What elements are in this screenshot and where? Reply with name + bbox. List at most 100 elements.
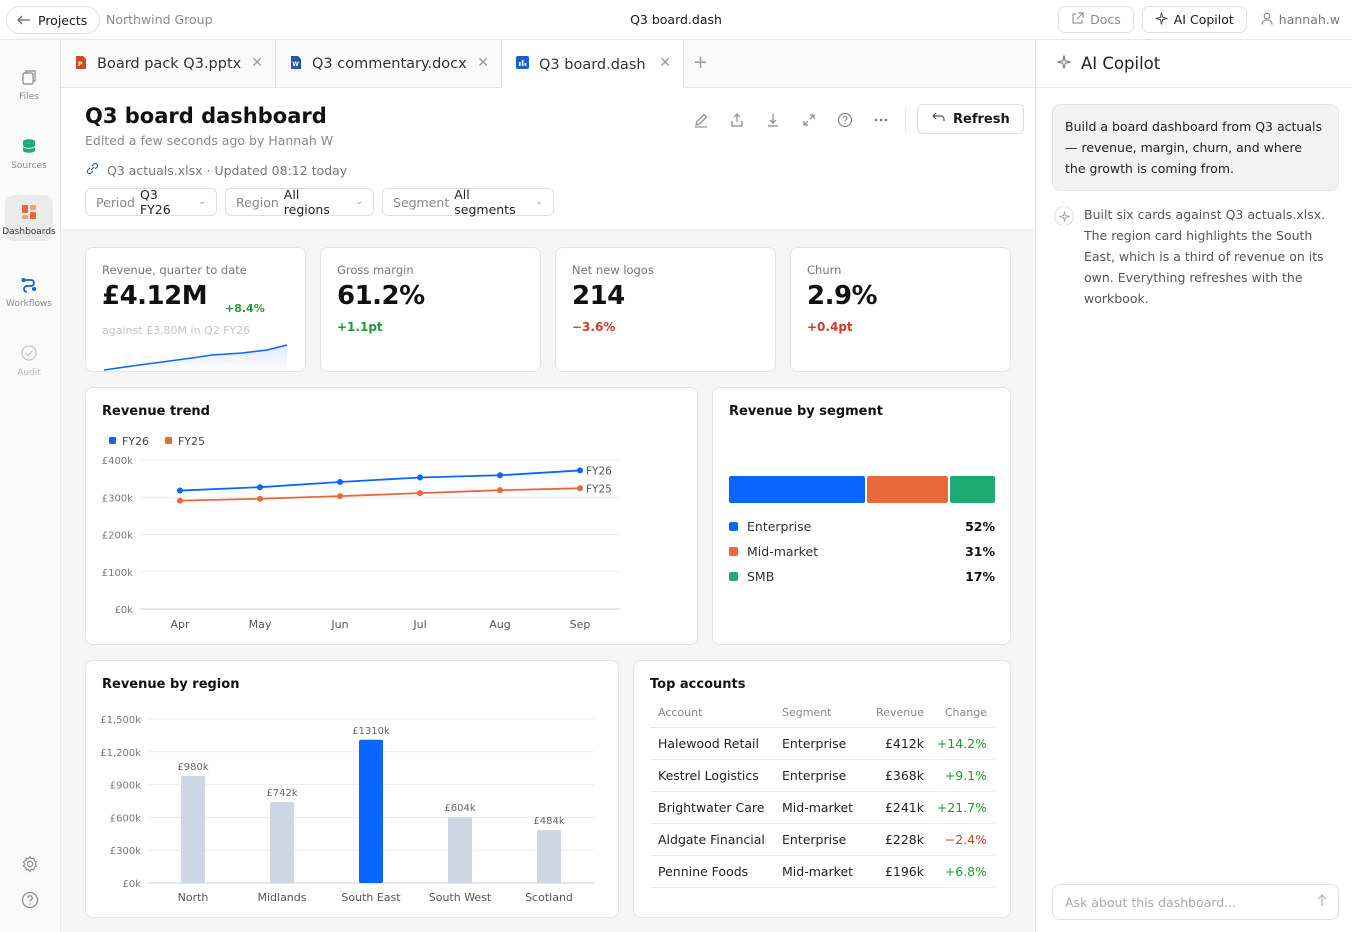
y-tick-label: £1,500k	[100, 715, 141, 726]
edit-icon[interactable]	[691, 110, 711, 130]
table-row[interactable]: Pennine Foods Mid-market £196k +6.8%	[650, 855, 995, 888]
table-row[interactable]: Kestrel Logistics Enterprise £368k +9.1%	[650, 759, 995, 792]
copilot-panel: AI Copilot Build a board dashboard from …	[1035, 40, 1352, 932]
revenue-trend-card[interactable]: Revenue trend FY26 FY25 £0k £100k £200k £30…	[85, 387, 698, 645]
chevron-down-icon: ⌄	[355, 197, 363, 207]
tab-board-pack[interactable]: P Board pack Q3.pptx ✕	[61, 40, 276, 88]
card-title: Revenue by region	[102, 677, 240, 692]
x-tick-label: Jun	[330, 618, 348, 631]
segment-legend-row: Mid-market 31%	[729, 544, 995, 559]
kpi-delta: −3.6%	[572, 320, 616, 334]
table-row[interactable]: Brightwater Care Mid-market £241k +21.7%	[650, 791, 995, 824]
kpi-card-churn[interactable]: Churn 2.9% +0.4pt	[790, 247, 1011, 372]
user-message: Build a board dashboard from Q3 actuals …	[1052, 104, 1339, 191]
column-header[interactable]: Revenue	[868, 699, 932, 728]
rail-item-audit[interactable]: Audit	[5, 336, 53, 382]
revenue-by-region-card[interactable]: Revenue by region £0k £300k £600k £900k £1,2…	[85, 660, 619, 918]
table-header-row: Account Segment Revenue Change	[650, 699, 995, 728]
rail-item-dashboards[interactable]: Dashboards	[2, 195, 56, 241]
series-line-fy26	[179, 469, 581, 492]
assistant-message: Built six cards against Q3 actuals.xlsx.…	[1084, 207, 1326, 306]
rail-files-label: Files	[19, 92, 39, 102]
data-point-fy25-may	[257, 495, 263, 502]
revenue-by-segment-card[interactable]: Revenue by segment Enterprise 52% Mid-ma…	[712, 387, 1011, 645]
rail-item-files[interactable]: Files	[5, 60, 53, 106]
data-source-link[interactable]: Q3 actuals.xlsx · Updated 08:12 today	[85, 161, 347, 179]
bar-midlands	[270, 801, 294, 883]
help-icon[interactable]	[835, 110, 855, 130]
settings-icon[interactable]	[18, 852, 42, 876]
add-tab-icon[interactable]: +	[693, 52, 709, 73]
edited-subtitle: Edited a few seconds ago by Hannah W	[85, 133, 334, 148]
copilot-input[interactable]	[1065, 894, 1295, 910]
column-header[interactable]: Account	[650, 699, 774, 728]
copilot-title: AI Copilot	[1081, 54, 1161, 73]
copilot-input-box[interactable]	[1052, 884, 1339, 920]
top-accounts-card[interactable]: Top accounts Account Segment Revenue Cha…	[633, 660, 1011, 918]
region-filter[interactable]: Region All regions ⌄	[225, 187, 374, 217]
revenue-cell: £228k	[868, 823, 932, 856]
download-icon[interactable]	[763, 110, 783, 130]
segment-stacked-bar	[729, 476, 995, 503]
kpi-value: 2.9%	[807, 281, 878, 311]
y-tick-label: £0k	[114, 605, 133, 616]
document-title: Q3 board.dash	[630, 12, 722, 27]
revenue-trend-chart: FY26 FY25 £0k £100k £200k £300k £400k Apr May J…	[102, 435, 620, 631]
revenue-cell: £241k	[868, 791, 932, 824]
segment-filter[interactable]: Segment All segments ⌄	[382, 187, 554, 217]
close-icon[interactable]: ✕	[477, 55, 489, 71]
data-point-fy26-jul	[417, 474, 423, 481]
chevron-down-icon: ⌄	[198, 197, 206, 207]
legend-swatch	[729, 547, 738, 556]
help-icon[interactable]	[18, 888, 42, 912]
more-icon[interactable]	[871, 110, 891, 130]
y-tick-label: £300k	[110, 846, 141, 857]
send-icon[interactable]	[1316, 893, 1328, 910]
x-tick-label: May	[249, 618, 272, 631]
series-end-label: FY26	[586, 465, 612, 477]
refresh-button[interactable]: Refresh	[917, 104, 1024, 134]
docs-button[interactable]: Docs	[1058, 6, 1134, 33]
rail-item-workflows[interactable]: Workflows	[5, 267, 53, 313]
org-breadcrumb[interactable]: Northwind Group	[106, 12, 213, 27]
user-menu[interactable]: hannah.w	[1255, 12, 1344, 28]
close-icon[interactable]: ✕	[659, 55, 671, 71]
x-tick-label: Sep	[570, 618, 591, 631]
table-row[interactable]: Halewood Retail Enterprise £412k +14.2%	[650, 727, 995, 760]
table-row[interactable]: Aldgate Financial Enterprise £228k −2.4%	[650, 823, 995, 856]
tab-label: Q3 commentary.docx	[312, 56, 467, 72]
bar-value-label: £742k	[266, 788, 297, 799]
account-cell: Brightwater Care	[650, 791, 774, 824]
expand-icon[interactable]	[799, 110, 819, 130]
kpi-label: Churn	[807, 263, 842, 277]
x-tick-label: Midlands	[257, 891, 306, 904]
kpi-card-gross-margin[interactable]: Gross margin 61.2% +1.1pt	[320, 247, 541, 372]
tab-commentary[interactable]: W Q3 commentary.docx ✕	[276, 40, 502, 88]
segment-bar-smb[interactable]	[950, 476, 995, 503]
close-icon[interactable]: ✕	[251, 55, 263, 71]
rail-item-sources[interactable]: Sources	[5, 129, 53, 175]
y-tick-label: £600k	[110, 813, 141, 824]
arrow-left-icon	[17, 13, 31, 28]
segment-cell: Mid-market	[774, 791, 868, 824]
period-filter[interactable]: Period Q3 FY26 ⌄	[85, 187, 217, 217]
column-header[interactable]: Segment	[774, 699, 868, 728]
kpi-card-revenue[interactable]: Revenue, quarter to date £4.12M +8.4% ag…	[85, 247, 306, 372]
segment-bar-mid-market[interactable]	[867, 476, 949, 503]
tab-label: Board pack Q3.pptx	[97, 56, 242, 72]
kpi-delta: +8.4%	[225, 302, 265, 315]
tab-board-dash[interactable]: Q3 board.dash ✕	[502, 40, 684, 89]
bar-south-east	[359, 739, 383, 883]
segment-bar-enterprise[interactable]	[729, 476, 866, 503]
ai-copilot-button[interactable]: AI Copilot	[1141, 6, 1247, 33]
ai-copilot-label: AI Copilot	[1173, 12, 1234, 27]
share-icon[interactable]	[727, 110, 747, 130]
change-cell: +21.7%	[932, 791, 995, 824]
kpi-delta: +1.1pt	[337, 320, 383, 334]
column-header[interactable]: Change	[932, 699, 995, 728]
back-to-projects-button[interactable]: Projects	[6, 6, 101, 34]
y-tick-label: £200k	[102, 531, 133, 542]
kpi-card-net-new-logos[interactable]: Net new logos 214 −3.6%	[555, 247, 776, 372]
sparkle-icon	[1057, 54, 1071, 73]
sparkle-icon	[1054, 206, 1074, 226]
